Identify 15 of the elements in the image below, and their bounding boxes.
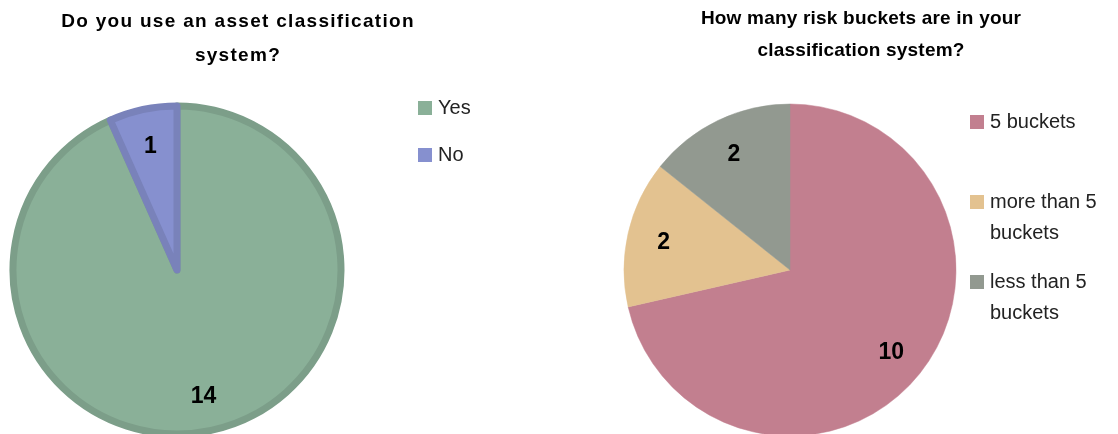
data-label: 14 (190, 382, 217, 409)
chart-title: Do you use an asset classification system? (60, 9, 416, 67)
data-label: 2 (727, 140, 741, 167)
legend-label: more than 5 buckets (990, 189, 1098, 245)
legend-label: Yes (438, 95, 471, 120)
legend-label: less than 5 buckets (990, 269, 1088, 325)
data-label: 10 (878, 337, 905, 364)
pie-slice (659, 103, 791, 271)
pie-slice (623, 166, 791, 308)
data-label: 2 (657, 228, 671, 255)
data-label: 1 (144, 131, 158, 158)
chart-title: How many risk buckets are in your classification system? (699, 6, 1023, 62)
legend-label: 5 buckets (990, 109, 1076, 134)
legend-label: No (438, 142, 464, 167)
pie-slice (627, 103, 957, 434)
